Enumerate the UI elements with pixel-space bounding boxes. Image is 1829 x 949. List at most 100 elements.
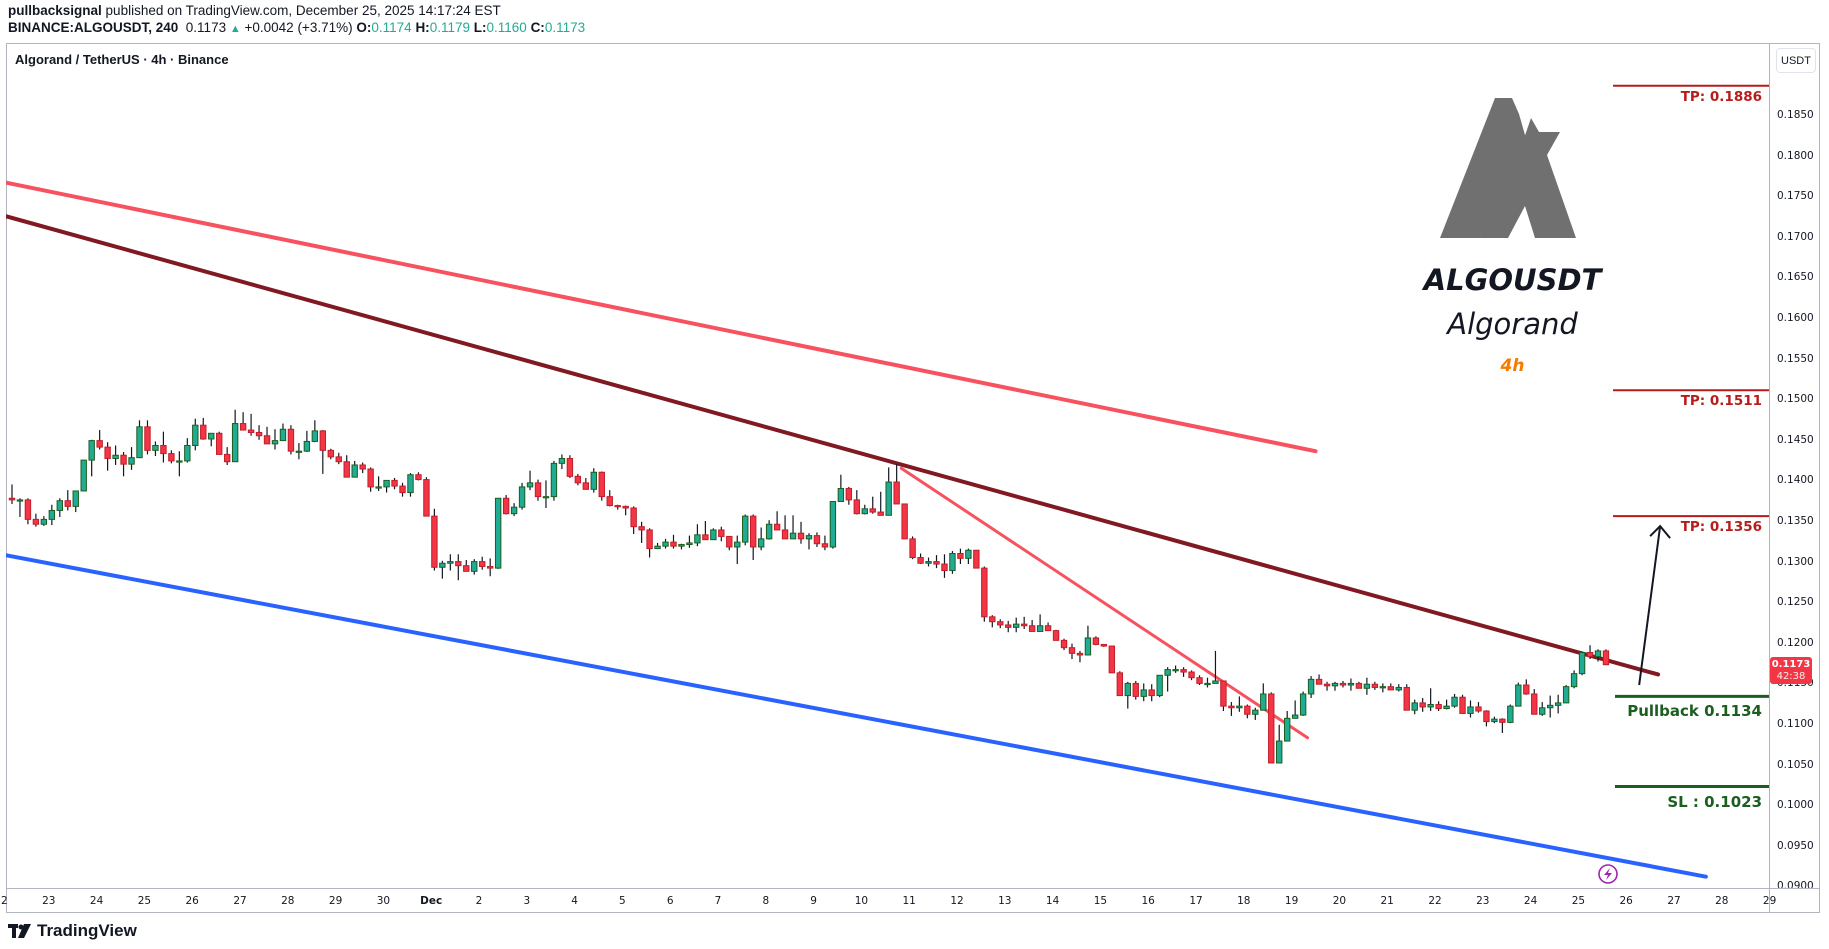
time-axis[interactable]: 222324252627282930Dec2345678910111213141…	[0, 888, 1776, 913]
candle	[152, 444, 159, 451]
tradingview-logo[interactable]: TradingView	[8, 921, 137, 941]
candle	[885, 481, 892, 516]
candle	[550, 462, 558, 498]
descending-resistance-trendline[interactable]	[6, 214, 1661, 677]
candle	[120, 454, 127, 465]
candle	[359, 464, 366, 470]
candle	[1578, 652, 1586, 675]
publisher-name[interactable]: pullbacksignal	[8, 3, 102, 18]
currency-button[interactable]: USDT	[1776, 48, 1816, 73]
time-tick: 23	[42, 895, 56, 907]
chart-pane[interactable]	[6, 43, 1769, 888]
candle	[877, 511, 884, 516]
chart-frame	[6, 43, 1820, 913]
candle	[479, 561, 486, 567]
price-tick: 0.1100	[1777, 718, 1814, 730]
price-tick: 0.1750	[1777, 190, 1814, 203]
candle	[981, 567, 988, 618]
tp-level-label: TP: 0.1886	[1680, 88, 1762, 105]
short-downtrend-trendline[interactable]	[899, 466, 1310, 740]
candle	[351, 464, 358, 478]
candle	[184, 444, 191, 462]
candle	[1554, 702, 1562, 706]
candle	[32, 518, 40, 525]
candle	[1562, 686, 1570, 704]
candle	[176, 460, 183, 463]
candle	[965, 549, 972, 559]
candle	[1491, 718, 1498, 723]
candle	[1052, 630, 1060, 641]
candle	[1467, 706, 1474, 714]
candle	[303, 440, 311, 452]
candle	[1068, 647, 1076, 654]
candle	[606, 496, 613, 507]
sl-level-label: SL : 0.1023	[1667, 792, 1762, 811]
time-tick: 5	[619, 895, 626, 907]
target-arrow[interactable]	[1638, 525, 1662, 686]
candle	[718, 529, 725, 537]
upper-channel-trendline[interactable]	[6, 180, 1318, 454]
candle	[1355, 682, 1363, 689]
candle	[399, 485, 406, 494]
candle	[1307, 678, 1315, 695]
candle	[471, 561, 478, 572]
candle	[1100, 643, 1108, 647]
price-tick: 0.1850	[1777, 109, 1814, 121]
candle	[821, 543, 829, 548]
candle	[24, 499, 32, 520]
candle	[773, 523, 781, 531]
candle	[1299, 693, 1307, 716]
time-tick: 26	[185, 895, 199, 907]
price-tick: 0.1600	[1777, 312, 1814, 324]
candle	[757, 538, 765, 548]
candle	[813, 535, 821, 545]
candle	[869, 508, 876, 513]
time-tick: 22	[1428, 895, 1442, 907]
candle	[558, 457, 566, 464]
candle	[1594, 650, 1602, 658]
candle	[638, 526, 645, 531]
candle	[749, 515, 757, 548]
candle	[1084, 637, 1092, 656]
candle	[1044, 625, 1052, 632]
price-tick: 0.1200	[1777, 636, 1814, 649]
time-tick: 29	[328, 895, 343, 907]
candle	[231, 423, 239, 463]
candle	[1602, 650, 1610, 666]
candle	[805, 535, 813, 540]
tradingview-logo-icon	[8, 924, 33, 938]
time-tick: 4	[571, 895, 578, 907]
time-tick: 30	[376, 895, 391, 907]
price-tick: 0.1000	[1777, 799, 1814, 812]
candle	[765, 523, 773, 540]
price-axis[interactable]: 0.1850 0.1800 0.1750 0.1700 0.1650 0.1600 0.15…	[1769, 43, 1820, 892]
open-value: 0.1174	[371, 20, 412, 35]
candle	[1196, 677, 1203, 684]
candle	[710, 529, 717, 541]
candle	[287, 428, 295, 452]
candle	[80, 459, 87, 492]
lightning-icon	[1604, 868, 1612, 880]
algorand-logo-icon	[1440, 98, 1580, 238]
low-value: 0.1160	[486, 20, 527, 35]
candle	[216, 432, 223, 455]
candle	[1180, 669, 1187, 673]
lower-channel-support-trendline[interactable]	[6, 553, 1708, 879]
candle	[1475, 706, 1482, 712]
time-tick: 2	[475, 895, 483, 907]
candle	[694, 534, 701, 544]
current-price-badge: 0.1173 42:38	[1770, 657, 1812, 684]
candlestick-chart[interactable]	[6, 43, 1769, 888]
time-tick: Dec	[420, 895, 443, 907]
price-tick: 0.0900	[1777, 880, 1814, 893]
candle	[1331, 682, 1339, 687]
candle	[853, 499, 861, 515]
last-price: 0.1173	[185, 20, 227, 35]
candle	[973, 549, 980, 569]
time-tick: 6	[666, 895, 674, 907]
candle	[1060, 639, 1068, 649]
candle	[144, 426, 151, 451]
candle	[56, 500, 64, 511]
candle	[407, 474, 414, 494]
candle	[1220, 680, 1227, 707]
